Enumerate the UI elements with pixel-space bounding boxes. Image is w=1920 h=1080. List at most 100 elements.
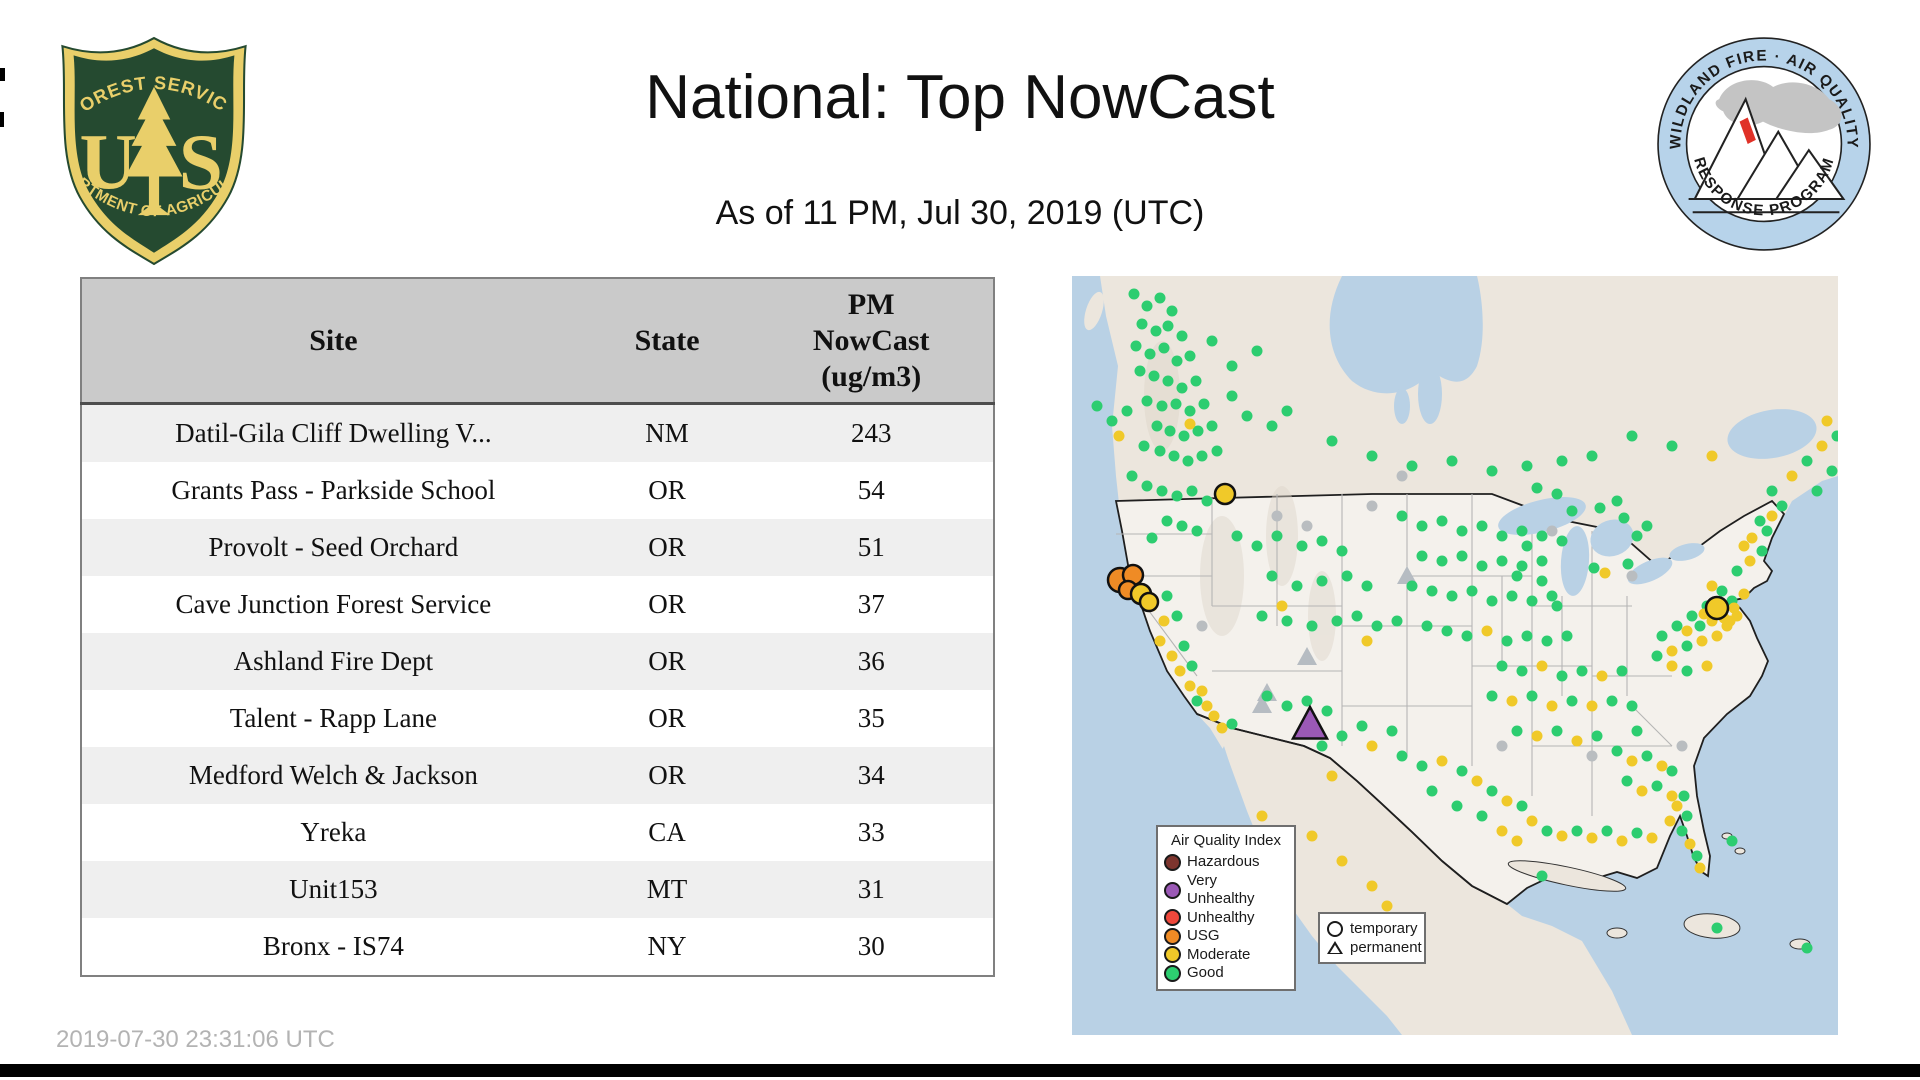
monitor-dot[interactable] <box>1486 465 1498 477</box>
monitor-dot[interactable] <box>1162 320 1174 332</box>
monitor-dot[interactable] <box>1251 345 1263 357</box>
monitor-dot[interactable] <box>1396 750 1408 762</box>
monitor-dot[interactable] <box>1531 730 1543 742</box>
highlight-circle-marker[interactable] <box>1704 595 1730 621</box>
monitor-dot[interactable] <box>1622 558 1634 570</box>
monitor-dot[interactable] <box>1551 600 1563 612</box>
monitor-dot[interactable] <box>1516 560 1528 572</box>
monitor-dot[interactable] <box>1786 470 1798 482</box>
monitor-dot[interactable] <box>1681 665 1693 677</box>
monitor-dot[interactable] <box>1811 485 1823 497</box>
permanent-monitor-triangle[interactable] <box>1252 695 1272 713</box>
monitor-dot[interactable] <box>1141 300 1153 312</box>
highlight-circle-marker[interactable] <box>1138 591 1160 613</box>
monitor-dot[interactable] <box>1571 825 1583 837</box>
monitor-dot[interactable] <box>1586 750 1598 762</box>
monitor-dot[interactable] <box>1156 485 1168 497</box>
monitor-dot[interactable] <box>1626 700 1638 712</box>
monitor-dot[interactable] <box>1141 480 1153 492</box>
monitor-dot[interactable] <box>1641 750 1653 762</box>
monitor-dot[interactable] <box>1506 590 1518 602</box>
monitor-dot[interactable] <box>1586 832 1598 844</box>
monitor-dot[interactable] <box>1651 650 1663 662</box>
monitor-dot[interactable] <box>1541 825 1553 837</box>
monitor-dot[interactable] <box>1201 495 1213 507</box>
monitor-dot[interactable] <box>1171 355 1183 367</box>
monitor-dot[interactable] <box>1141 395 1153 407</box>
monitor-dot[interactable] <box>1738 540 1750 552</box>
monitor-dot[interactable] <box>1776 500 1788 512</box>
aqi-map[interactable]: Air Quality Index Hazardous Very Unhealth… <box>1072 276 1838 1035</box>
monitor-dot[interactable] <box>1556 830 1568 842</box>
monitor-dot[interactable] <box>1476 560 1488 572</box>
monitor-dot[interactable] <box>1161 515 1173 527</box>
monitor-dot[interactable] <box>1481 625 1493 637</box>
monitor-dot[interactable] <box>1611 745 1623 757</box>
monitor-dot[interactable] <box>1664 815 1676 827</box>
monitor-dot[interactable] <box>1611 495 1623 507</box>
monitor-dot[interactable] <box>1154 292 1166 304</box>
monitor-dot[interactable] <box>1511 725 1523 737</box>
monitor-dot[interactable] <box>1496 555 1508 567</box>
monitor-dot[interactable] <box>1168 450 1180 462</box>
monitor-dot[interactable] <box>1451 800 1463 812</box>
monitor-dot[interactable] <box>1171 490 1183 502</box>
monitor-dot[interactable] <box>1486 690 1498 702</box>
monitor-dot[interactable] <box>1561 630 1573 642</box>
monitor-dot[interactable] <box>1211 445 1223 457</box>
monitor-dot[interactable] <box>1821 415 1833 427</box>
monitor-dot[interactable] <box>1706 580 1718 592</box>
monitor-dot[interactable] <box>1576 665 1588 677</box>
monitor-dot[interactable] <box>1706 450 1718 462</box>
monitor-dot[interactable] <box>1476 810 1488 822</box>
monitor-dot[interactable] <box>1184 680 1196 692</box>
monitor-dot[interactable] <box>1536 575 1548 587</box>
monitor-dot[interactable] <box>1134 365 1146 377</box>
monitor-dot[interactable] <box>1441 625 1453 637</box>
monitor-dot[interactable] <box>1599 567 1611 579</box>
monitor-dot[interactable] <box>1261 690 1273 702</box>
monitor-dot[interactable] <box>1164 425 1176 437</box>
monitor-dot[interactable] <box>1516 665 1528 677</box>
monitor-dot[interactable] <box>1588 562 1600 574</box>
monitor-dot[interactable] <box>1606 695 1618 707</box>
monitor-dot[interactable] <box>1196 620 1208 632</box>
monitor-dot[interactable] <box>1336 545 1348 557</box>
monitor-dot[interactable] <box>1191 525 1203 537</box>
monitor-dot[interactable] <box>1144 348 1156 360</box>
monitor-dot[interactable] <box>1128 288 1140 300</box>
monitor-dot[interactable] <box>1694 862 1706 874</box>
monitor-dot[interactable] <box>1711 922 1723 934</box>
monitor-dot[interactable] <box>1711 630 1723 642</box>
monitor-dot[interactable] <box>1226 390 1238 402</box>
permanent-monitor-triangle[interactable] <box>1397 566 1417 584</box>
monitor-dot[interactable] <box>1416 520 1428 532</box>
monitor-dot[interactable] <box>1306 620 1318 632</box>
monitor-dot[interactable] <box>1171 610 1183 622</box>
monitor-dot[interactable] <box>1366 740 1378 752</box>
monitor-dot[interactable] <box>1170 398 1182 410</box>
monitor-dot[interactable] <box>1386 725 1398 737</box>
monitor-dot[interactable] <box>1816 440 1828 452</box>
monitor-dot[interactable] <box>1174 665 1186 677</box>
monitor-dot[interactable] <box>1138 440 1150 452</box>
monitor-dot[interactable] <box>1551 725 1563 737</box>
monitor-dot[interactable] <box>1150 325 1162 337</box>
monitor-dot[interactable] <box>1536 660 1548 672</box>
monitor-dot[interactable] <box>1426 585 1438 597</box>
monitor-dot[interactable] <box>1471 775 1483 787</box>
monitor-dot[interactable] <box>1266 570 1278 582</box>
monitor-dot[interactable] <box>1501 635 1513 647</box>
highlight-triangle-marker[interactable] <box>1290 704 1330 740</box>
monitor-dot[interactable] <box>1536 530 1548 542</box>
monitor-dot[interactable] <box>1701 660 1713 672</box>
monitor-dot[interactable] <box>1241 410 1253 422</box>
monitor-dot[interactable] <box>1406 580 1418 592</box>
monitor-dot[interactable] <box>1301 520 1313 532</box>
monitor-dot[interactable] <box>1516 800 1528 812</box>
monitor-dot[interactable] <box>1541 635 1553 647</box>
monitor-dot[interactable] <box>1182 455 1194 467</box>
monitor-dot[interactable] <box>1456 550 1468 562</box>
monitor-dot[interactable] <box>1676 825 1688 837</box>
monitor-dot[interactable] <box>1666 765 1678 777</box>
